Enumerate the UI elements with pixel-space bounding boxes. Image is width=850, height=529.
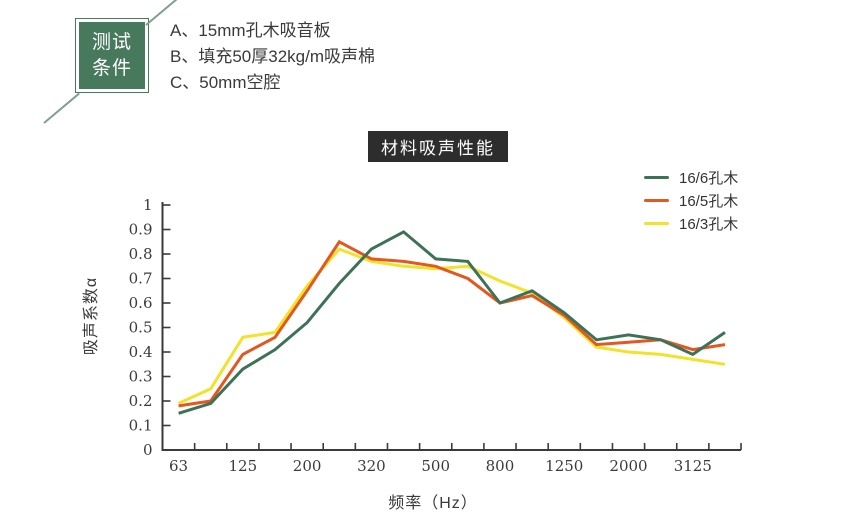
y-tick-label: 0.9 — [129, 221, 153, 239]
legend-swatch-green — [644, 175, 669, 180]
chart-title-text: 材料吸声性能 — [381, 139, 495, 158]
condition-item-a: A、15mm孔木吸音板 — [170, 21, 331, 40]
legend-row-16-3: 16/3孔木 — [644, 212, 738, 235]
series-line-16/5孔木 — [178, 239, 726, 408]
y-tick-label: 0.2 — [129, 392, 153, 410]
x-tick-label: 125 — [229, 457, 258, 475]
legend-swatch-yellow — [644, 221, 669, 226]
badge-line-1: 测试 — [91, 31, 132, 53]
badge-line-2: 条件 — [91, 57, 132, 79]
x-axis-label: 频率（Hz） — [388, 494, 478, 512]
condition-item-b: B、填充50厚32kg/m吸声棉 — [170, 47, 375, 66]
legend-label-16-5: 16/5孔木 — [679, 193, 739, 210]
y-tick-label: 0.6 — [129, 294, 153, 312]
axis-lines — [161, 202, 742, 451]
legend-swatch-orange — [644, 198, 669, 203]
y-tick-label: 0.5 — [129, 319, 153, 337]
series-line-16/3孔木 — [177, 247, 726, 405]
series-line-16/6孔木 — [178, 230, 726, 415]
x-tick-label: 800 — [486, 457, 515, 475]
y-tick-label: 0.7 — [129, 270, 153, 288]
chart-legend: 16/6孔木 16/5孔木 16/3孔木 — [644, 166, 738, 235]
y-tick-label: 0.1 — [129, 417, 153, 435]
y-axis-label: 吸声系数α — [82, 277, 100, 355]
x-tick-label: 200 — [293, 457, 322, 475]
y-tick-label: 0.4 — [129, 343, 153, 361]
y-tick-label: 0 — [143, 441, 153, 459]
test-conditions-list: A、15mm孔木吸音板 B、填充50厚32kg/m吸声棉 C、50mm空腔 — [170, 18, 375, 96]
x-tick-label: 320 — [357, 457, 386, 475]
x-tick-label: 500 — [421, 457, 450, 475]
x-tick-label: 2000 — [609, 457, 647, 475]
x-tick-label: 3125 — [674, 457, 712, 475]
x-tick-label: 1250 — [545, 457, 583, 475]
legend-label-16-6: 16/6孔木 — [679, 170, 739, 187]
y-tick-label: 1 — [143, 196, 153, 214]
legend-row-16-6: 16/6孔木 — [644, 166, 738, 189]
chart-title-badge: 材料吸声性能 — [368, 131, 508, 162]
condition-item-c: C、50mm空腔 — [170, 73, 281, 92]
test-conditions-badge-text: 测试 条件 — [79, 22, 145, 89]
x-tick-label: 63 — [169, 457, 188, 475]
y-tick-label: 0.8 — [129, 245, 153, 263]
legend-row-16-5: 16/5孔木 — [644, 189, 738, 212]
y-tick-label: 0.3 — [129, 368, 153, 386]
legend-label-16-3: 16/3孔木 — [679, 216, 739, 233]
test-conditions-badge: 测试 条件 — [75, 18, 149, 93]
